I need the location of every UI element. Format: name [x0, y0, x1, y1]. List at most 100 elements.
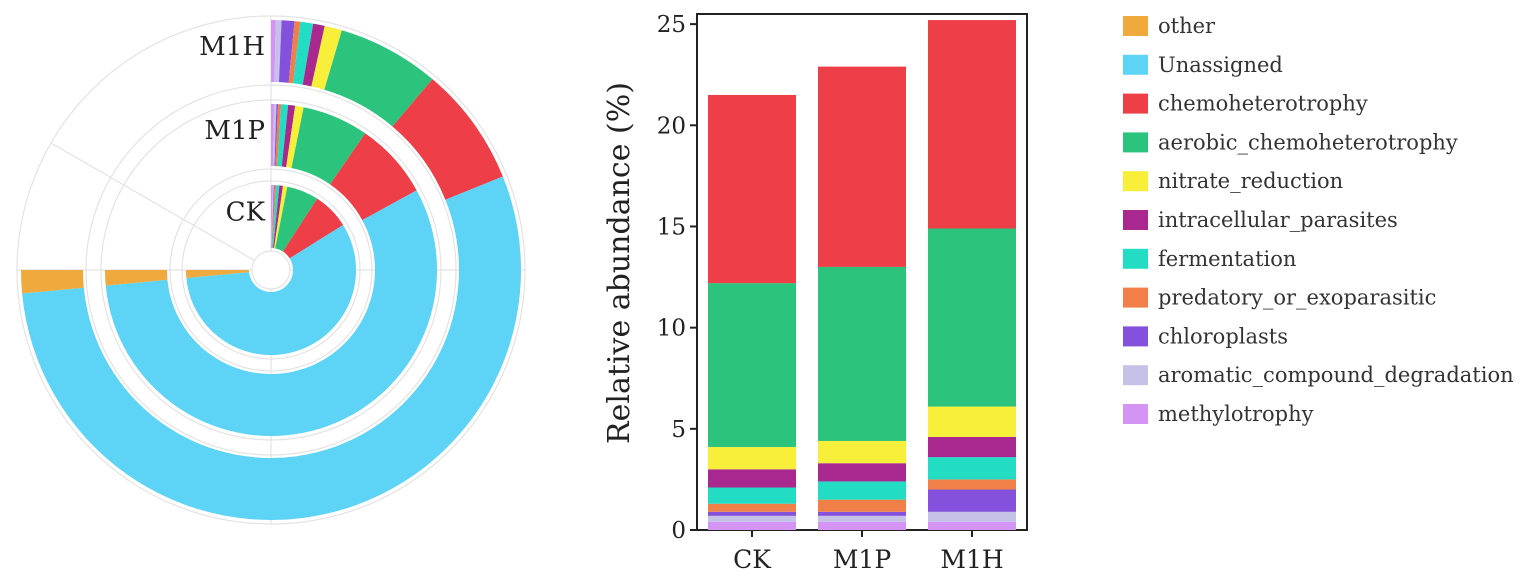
ring-label-ck: CK: [226, 197, 266, 227]
y-tick-label-0: 0: [671, 518, 686, 544]
radial-gridline: [50, 142, 255, 262]
legend-label-other: other: [1158, 14, 1216, 38]
bar-ck-fermentation: [708, 487, 796, 504]
ring-segment-ck-chloroplasts: [271, 185, 275, 249]
bar-m1h-fermentation: [928, 457, 1016, 480]
ring-segment-m1h-predatory-or-exoparasitic: [288, 21, 301, 84]
ring-segment-ck-aerobic-chemoheterotrophy: [275, 186, 318, 252]
legend-label-aromatic-compound-degradation: aromatic_compound_degradation: [1158, 363, 1514, 387]
ring-segment-m1p-nitrate-reduction: [286, 105, 304, 169]
bar-m1p-chemoheterotrophy: [818, 66, 906, 267]
x-tick-label-ck: CK: [733, 545, 772, 574]
ring-segment-ck-fermentation: [272, 185, 280, 249]
ring-segment-m1p-predatory-or-exoparasitic: [275, 104, 282, 167]
bar-m1h-chemoheterotrophy: [928, 20, 1016, 229]
legend-swatch-methylotrophy: [1123, 404, 1148, 424]
legend-label-methylotrophy: methylotrophy: [1158, 402, 1314, 426]
y-tick-label-25: 25: [657, 12, 686, 38]
bar-ck-chemoheterotrophy: [708, 94, 796, 284]
ring-segment-m1h-nitrate-reduction: [311, 25, 342, 90]
ring-segment-ck-aromatic-compound-degradation: [271, 185, 274, 249]
ring-label-m1h: M1H: [199, 32, 265, 62]
ring-segment-m1h-chloroplasts: [278, 20, 295, 83]
x-tick-label-m1p: M1P: [833, 545, 891, 574]
legend-label-predatory-or-exoparasitic: predatory_or_exoparasitic: [1158, 286, 1436, 310]
bar-m1p-chloroplasts: [818, 511, 906, 516]
bar-m1p-predatory-or-exoparasitic: [818, 499, 906, 512]
ring-segment-m1p-aromatic-compound-degradation: [272, 104, 277, 167]
ring-segment-ck-unassigned: [186, 225, 357, 356]
legend-label-fermentation: fermentation: [1158, 247, 1296, 271]
bar-m1p-methylotrophy: [818, 521, 906, 530]
y-axis-title: Relative abundance (%): [602, 82, 637, 444]
ring-label-m1p: M1P: [204, 116, 265, 146]
bar-m1p-aerobic-chemoheterotrophy: [818, 266, 906, 441]
bar-m1h-predatory-or-exoparasitic: [928, 479, 1016, 490]
bar-m1h-chloroplasts: [928, 489, 1016, 512]
ring-segment-m1h-methylotrophy: [271, 19, 276, 83]
bar-ck-aerobic-chemoheterotrophy: [708, 283, 796, 448]
ring-segment-m1h-chemoheterotrophy: [392, 79, 503, 200]
legend-swatch-fermentation: [1123, 248, 1148, 269]
legend-swatch-chemoheterotrophy: [1123, 93, 1148, 114]
bar-m1h-nitrate-reduction: [928, 406, 1016, 437]
bar-ck-nitrate-reduction: [708, 447, 796, 470]
legend-swatch-intracellular-parasites: [1123, 210, 1148, 230]
ring-segment-m1p-aerobic-chemoheterotrophy: [291, 107, 366, 185]
y-tick-label-5: 5: [671, 417, 686, 443]
ring-segment-ck-predatory-or-exoparasitic: [271, 185, 277, 249]
bar-m1h-aromatic-compound-degradation: [928, 511, 1016, 522]
ring-segment-m1h-aromatic-compound-degradation: [274, 20, 282, 83]
legend-label-aerobic-chemoheterotrophy: aerobic_chemoheterotrophy: [1158, 130, 1458, 154]
y-tick-label-15: 15: [657, 214, 686, 240]
x-tick-label-m1h: M1H: [940, 545, 1003, 574]
legend-swatch-other: [1123, 16, 1148, 36]
ring-segment-ck-intracellular-parasites: [273, 185, 283, 249]
legend: other Unassigned chemoheterotrophy aerobic_…: [1123, 14, 1514, 426]
ring-segment-ck-other: [186, 270, 250, 278]
ring-segment-m1h-fermentation: [293, 21, 314, 85]
ring-segment-m1p-fermentation: [277, 104, 289, 167]
ring-segment-m1p-intracellular-parasites: [281, 104, 296, 168]
ring-segment-m1h-other: [21, 270, 84, 294]
ring-segment-m1p-chemoheterotrophy: [330, 133, 417, 221]
ring-segment-m1h-unassigned: [22, 176, 522, 521]
legend-label-unassigned: Unassigned: [1158, 53, 1283, 77]
bar-m1p-fermentation: [818, 481, 906, 500]
stacked-bar-chart: 0 5 10 15 20 25 CK M1P M1H Relative abundance (%): [602, 12, 1028, 574]
legend-swatch-aromatic-compound-degradation: [1123, 365, 1148, 386]
ring-segment-m1h-intracellular-parasites: [302, 23, 325, 87]
ring-segment-m1p-chloroplasts: [274, 104, 279, 167]
bar-m1h-aerobic-chemoheterotrophy: [928, 228, 1016, 407]
ring-segment-m1p-unassigned: [105, 190, 438, 436]
bar-m1p-aromatic-compound-degradation: [818, 515, 906, 522]
bar-ck-methylotrophy: [708, 521, 796, 530]
legend-swatch-predatory-or-exoparasitic: [1123, 287, 1148, 308]
ring-segment-ck-chemoheterotrophy: [282, 198, 344, 259]
y-tick-label-10: 10: [657, 316, 686, 342]
legend-swatch-chloroplasts: [1123, 326, 1148, 347]
center-hole: [253, 252, 289, 288]
ring-segment-ck-nitrate-reduction: [274, 185, 288, 249]
radial-stacked-chart: CK M1P M1H: [16, 15, 526, 525]
bar-m1h-methylotrophy: [928, 521, 1016, 530]
ring-segment-ck-methylotrophy: [271, 185, 273, 248]
bar-m1h-intracellular-parasites: [928, 436, 1016, 458]
bar-m1p-intracellular-parasites: [818, 463, 906, 482]
ring-segment-m1h-aerobic-chemoheterotrophy: [324, 30, 433, 127]
legend-label-chemoheterotrophy: chemoheterotrophy: [1158, 92, 1368, 116]
legend-label-nitrate-reduction: nitrate_reduction: [1158, 169, 1343, 193]
bar-m1p-nitrate-reduction: [818, 440, 906, 464]
legend-swatch-unassigned: [1123, 54, 1148, 75]
ring-segment-m1p-methylotrophy: [271, 104, 275, 167]
bar-ck-intracellular-parasites: [708, 469, 796, 488]
ring-segment-m1p-other: [105, 270, 168, 286]
legend-swatch-nitrate-reduction: [1123, 171, 1148, 192]
bar-ck-chloroplasts: [708, 511, 796, 516]
bar-ck-predatory-or-exoparasitic: [708, 503, 796, 512]
legend-label-intracellular-parasites: intracellular_parasites: [1158, 208, 1398, 232]
legend-swatch-aerobic-chemoheterotrophy: [1123, 132, 1148, 153]
legend-label-chloroplasts: chloroplasts: [1158, 324, 1288, 348]
y-tick-label-20: 20: [657, 113, 686, 139]
